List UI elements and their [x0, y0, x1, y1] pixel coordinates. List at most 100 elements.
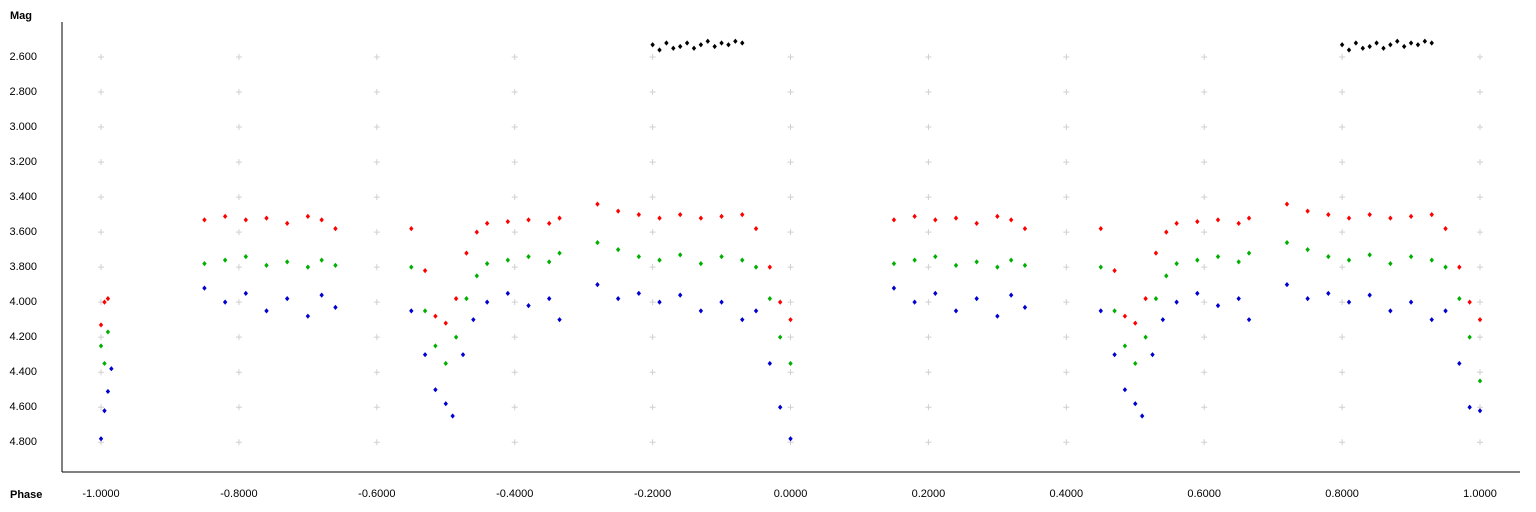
grid-cross	[235, 264, 242, 271]
data-point	[995, 213, 1000, 219]
data-point	[777, 299, 783, 305]
data-point	[595, 282, 600, 288]
data-point	[333, 262, 338, 268]
grid-cross	[787, 264, 794, 271]
data-point	[1346, 299, 1352, 305]
grid-cross	[511, 229, 518, 236]
data-point	[1467, 299, 1472, 305]
grid-cross	[649, 159, 656, 166]
grid-cross	[235, 89, 242, 96]
data-point	[1326, 212, 1331, 218]
data-point	[433, 343, 438, 349]
data-point	[677, 212, 683, 218]
grid-cross	[1201, 159, 1208, 166]
data-point	[98, 436, 104, 442]
data-point	[471, 317, 476, 323]
data-point	[1326, 290, 1331, 297]
grid-cross	[511, 264, 518, 271]
data-point	[526, 254, 531, 260]
data-point	[484, 299, 490, 305]
data-point	[767, 264, 773, 270]
data-point	[474, 273, 479, 279]
data-point	[677, 43, 683, 50]
grid-cross	[1063, 159, 1070, 166]
data-point	[691, 45, 697, 51]
data-point	[1408, 299, 1414, 305]
grid-cross	[1201, 369, 1208, 376]
data-point	[1008, 217, 1014, 223]
data-point	[1153, 296, 1159, 302]
data-point	[753, 308, 759, 314]
grid-cross	[649, 264, 656, 271]
grid-cross	[925, 159, 932, 166]
data-point	[202, 217, 207, 223]
data-point	[891, 261, 897, 267]
grid-cross	[373, 404, 380, 411]
data-point	[1236, 220, 1241, 226]
grid-cross	[373, 124, 380, 131]
data-point	[1422, 38, 1428, 44]
grid-cross	[649, 124, 656, 131]
y-axis-title: Mag	[10, 10, 32, 22]
data-point	[698, 215, 704, 221]
data-point	[912, 257, 917, 263]
data-point	[698, 42, 704, 48]
data-point	[1339, 42, 1345, 48]
data-point	[264, 308, 269, 314]
grid-cross	[1339, 439, 1346, 446]
data-point	[98, 322, 104, 328]
grid-cross	[98, 159, 105, 166]
grid-cross	[511, 194, 518, 201]
data-point	[1305, 247, 1310, 253]
grid-cross	[1477, 229, 1484, 236]
y-tick-label: 3.200	[9, 156, 37, 168]
grid-cross	[235, 194, 242, 201]
data-point	[305, 264, 311, 270]
data-point	[422, 352, 428, 358]
grid-cross	[787, 229, 794, 236]
data-point	[526, 217, 531, 223]
grid-cross	[1339, 369, 1346, 376]
data-point	[1112, 352, 1117, 358]
grid-cross	[1063, 54, 1070, 61]
data-point	[222, 299, 228, 305]
grid-cross	[649, 299, 656, 306]
data-point	[460, 352, 466, 358]
data-point	[1367, 43, 1372, 50]
data-point	[474, 229, 479, 235]
grid-cross	[1477, 299, 1484, 306]
data-point	[1381, 45, 1386, 51]
data-point	[1098, 308, 1103, 314]
grid-cross	[1477, 124, 1484, 131]
data-point	[657, 257, 662, 263]
data-point	[433, 313, 438, 319]
data-point	[753, 226, 759, 232]
grid-cross	[235, 439, 242, 446]
data-point	[546, 296, 552, 302]
grid-cross	[511, 299, 518, 306]
data-point	[1215, 254, 1221, 260]
grid-cross	[1063, 229, 1070, 236]
y-tick-label: 3.800	[9, 261, 37, 273]
x-tick-label: 0.0000	[774, 488, 808, 500]
data-point	[243, 290, 249, 297]
data-point	[422, 308, 428, 314]
data-point	[615, 296, 621, 302]
grid-cross	[1339, 89, 1346, 96]
data-point	[657, 299, 662, 305]
grid-cross	[1339, 194, 1346, 201]
data-point	[546, 259, 552, 265]
grid-cross	[235, 334, 242, 341]
grid-cross	[1201, 194, 1208, 201]
data-point	[719, 254, 724, 260]
data-point	[243, 254, 249, 260]
data-point	[1477, 408, 1483, 414]
grid-cross	[373, 229, 380, 236]
data-point	[1367, 252, 1372, 258]
data-point	[1195, 219, 1200, 225]
data-point	[333, 304, 338, 311]
data-point	[264, 215, 269, 221]
data-point	[933, 217, 938, 223]
data-point	[953, 215, 959, 221]
data-point	[1360, 45, 1365, 51]
